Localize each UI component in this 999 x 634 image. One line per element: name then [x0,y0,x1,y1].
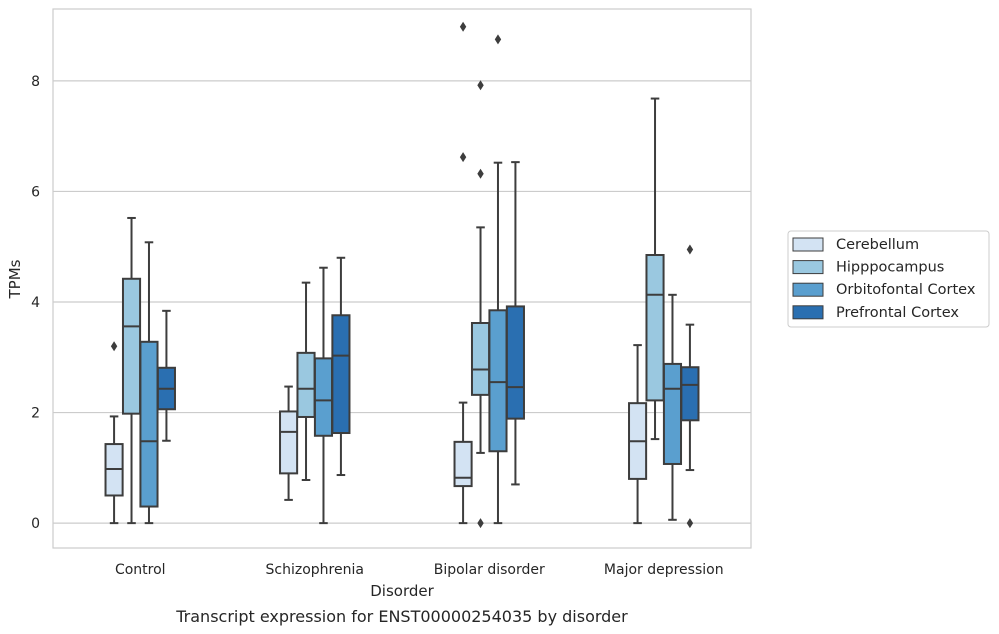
outlier-point [477,168,484,179]
box-iqr [505,305,525,420]
legend-swatch [792,260,824,275]
x-tick-label: Major depression [604,562,724,578]
box-iqr [680,366,700,422]
box-iqr [645,254,665,402]
outlier-point [110,341,118,352]
legend-swatch [792,237,824,252]
box-iqr [296,351,316,418]
outlier-point [477,80,484,91]
outlier-point [686,244,694,255]
box-iqr [453,440,473,488]
legend-label: Cerebellum [836,237,919,253]
box [139,241,159,525]
x-tick-label: Control [115,562,166,578]
box-iqr [488,309,508,453]
x-axis-title: Disorder [370,582,434,600]
y-axis-ticks: 0 2 4 6 8 [31,74,40,532]
legend-swatch [792,282,824,297]
x-tick-label: Schizophrenia [266,562,364,578]
box-iqr [470,322,491,396]
y-tick-label: 2 [31,406,40,422]
box [488,34,508,525]
y-tick-label: 4 [31,295,40,311]
outlier-point [459,152,467,163]
box [662,293,683,521]
box [628,344,648,525]
legend-label: Hipppocampus [836,260,944,276]
series-prefrontal-cortex [156,161,700,529]
legend-label: Prefrontal Cortex [836,305,959,321]
box [156,309,176,442]
legend-swatch [792,305,824,320]
outlier-point [686,518,694,529]
box [645,97,665,441]
chart-caption: Transcript expression for ENST0000025403… [175,607,628,626]
series-hipppocampus [121,80,665,529]
y-tick-label: 0 [31,516,40,532]
legend-frame [787,230,990,328]
box-iqr [662,362,683,465]
box [296,281,316,482]
box [453,21,473,525]
outlier-point [494,34,502,45]
series-cerebellum [104,21,648,525]
y-axis-title: TPMs [6,259,24,299]
box-iqr [313,357,334,437]
box-iqr [279,410,299,475]
outlier-point [459,21,467,32]
outlier-point [477,518,484,529]
y-tick-label: 8 [31,74,40,90]
box [331,256,351,477]
box [470,80,491,529]
plot-area-frame [52,8,752,549]
legend-label: Orbitofontal Cortex [836,282,976,298]
box-iqr [331,314,351,435]
legend: Cerebellum Hipppocampus Orbitofontal Corte… [787,230,990,328]
box [279,385,299,501]
box [104,341,124,525]
series-orbitofontal-cortex [139,34,683,525]
box [680,244,700,529]
box [313,266,334,525]
x-axis-ticks: Control Schizophrenia Bipolar disorder Majo… [115,562,724,578]
y-tick-label: 6 [31,184,40,200]
x-tick-label: Bipolar disorder [434,562,545,578]
box-iqr [139,340,159,508]
box-iqr [121,277,142,415]
box-series-layer [104,21,700,529]
box [121,216,142,525]
box [505,161,525,486]
